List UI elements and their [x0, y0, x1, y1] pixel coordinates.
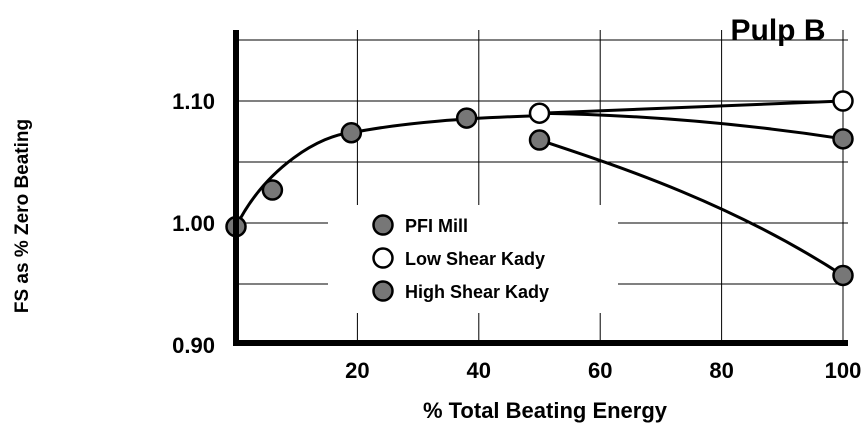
x-tick-label: 100 — [825, 358, 862, 383]
legend-label: PFI Mill — [405, 216, 468, 236]
legend-marker — [372, 247, 394, 269]
x-axis-label: % Total Beating Energy — [423, 398, 668, 423]
data-point-series-2 — [832, 128, 854, 150]
data-points — [225, 90, 854, 287]
data-point-series-0 — [340, 121, 363, 144]
chart-title: Pulp B — [731, 14, 826, 47]
x-tick-label: 80 — [709, 358, 733, 383]
y-axis-label: FS as % Zero Beating — [12, 119, 33, 313]
data-point-series-0 — [261, 179, 284, 201]
data-point-series-0 — [455, 107, 478, 129]
fitted-curves — [234, 99, 844, 277]
data-point-series-2 — [528, 129, 551, 151]
y-tick-label: 1.10 — [172, 89, 215, 114]
data-point-series-1 — [528, 102, 551, 124]
x-tick-label: 40 — [467, 358, 491, 383]
data-point-series-1 — [832, 90, 854, 112]
curve-low-shear-kady — [539, 99, 844, 115]
curve-high-shear-kady-lower — [539, 138, 844, 277]
axes — [233, 30, 848, 346]
x-tick-label: 60 — [588, 358, 612, 383]
x-tick-label: 20 — [345, 358, 369, 383]
legend-label: High Shear Kady — [405, 282, 549, 302]
y-tick-label: 0.90 — [172, 333, 215, 358]
data-point-series-2 — [832, 264, 854, 287]
legend-label: Low Shear Kady — [405, 249, 545, 269]
tick-labels: 20 40 60 80 100 0.90 1.00 1.10 — [172, 89, 861, 383]
legend: PFI Mill Low Shear Kady High Shear Kady — [372, 214, 549, 302]
legend-marker — [372, 214, 394, 236]
curve-high-shear-kady-upper — [539, 111, 844, 141]
legend-marker — [372, 280, 394, 302]
y-tick-label: 1.00 — [172, 211, 215, 236]
